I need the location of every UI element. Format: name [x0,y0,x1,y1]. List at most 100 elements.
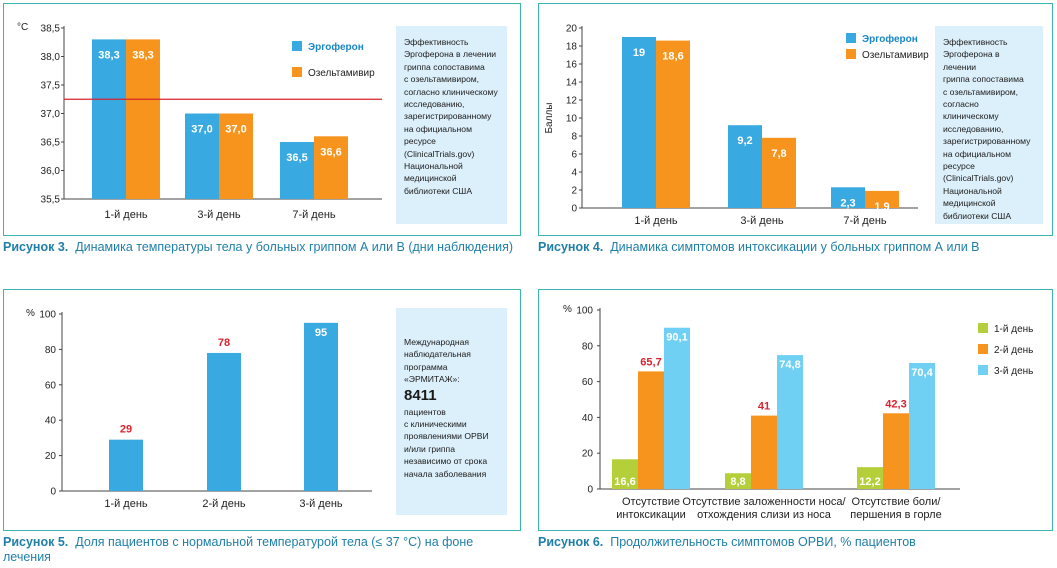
fig6-legend-swatch [978,323,988,333]
fig3-bar [314,136,348,199]
fig4-y-tick-label: 12 [566,96,578,107]
fig4-y-tick-label: 20 [566,24,578,35]
fig3-note-line: (ClinicalTrials.gov) [404,148,475,159]
fig5-category-label: 1-й день [104,498,148,510]
fig4-y-tick-label: 14 [566,78,578,89]
fig4-legend-swatch [846,49,856,59]
fig6-y-tick-label: 100 [576,306,593,317]
fig3-note-line: Национальной [404,161,463,172]
fig5-caption: Рисунок 5. Доля пациентов с нормальной т… [3,535,523,565]
fig3-y-tick-label: 38,5 [41,24,61,35]
fig5-category-label: 2-й день [202,498,246,510]
fig5-note-line: наблюдательная [404,349,471,360]
fig5-bar [109,439,143,491]
fig6-y-tick-label: 60 [582,377,594,388]
fig3-legend-label: Озельтамивир [308,68,375,79]
fig5-y-tick-label: 100 [39,310,56,321]
fig3-caption: Рисунок 3. Динамика температуры тела у б… [3,240,523,255]
fig3-note-line: ресурсе [404,136,436,147]
fig5-bar [304,322,338,491]
fig3-y-tick-label: 35,5 [41,195,61,206]
fig3-y-tick-label: 36,0 [41,166,61,177]
fig5-caption-text: Доля пациентов с нормальной температурой… [3,535,474,564]
fig5-note-line: начала заболевания [404,468,487,479]
fig4-note-line: библиотеки США [943,210,1012,221]
fig5-note-line: независимо от срока [404,456,488,467]
fig3-y-tick-label: 37,5 [41,81,61,92]
fig6-bar [883,413,909,489]
fig5-y-tick-label: 60 [45,380,57,391]
fig4-note-line: (ClinicalTrials.gov) [943,173,1014,184]
fig3-bar [126,39,160,200]
fig4-note-line: Эргоферона в лечении [943,49,1000,72]
fig6-data-label: 74,8 [779,359,800,371]
fig6-category-label: Отсутствие боли/ [852,496,942,508]
fig4-note-line: на официальном [943,148,1011,159]
fig6-y-axis-label: % [563,304,572,315]
fig3-note-line: зарегистрированному [404,111,492,122]
fig3-legend-swatch [292,41,302,51]
fig5-y-tick-label: 0 [50,487,56,498]
fig3-data-label: 36,6 [320,146,341,158]
fig3-category-label: 3-й день [197,209,241,221]
fig3-data-label: 36,5 [286,152,307,164]
fig6-bar [612,459,638,489]
fig4-caption-number: Рисунок 4. [538,240,604,254]
fig4-legend-swatch [846,33,856,43]
fig4-note-line: ресурсе [943,161,975,172]
fig3-bar [219,113,253,199]
fig4-data-label: 2,3 [840,197,855,209]
fig5-data-label: 78 [218,337,230,349]
fig5-category-label: 3-й день [299,498,343,510]
fig4-category-label: 7-й день [843,215,887,227]
fig4-data-label: 19 [633,47,645,59]
fig6-data-label: 70,4 [911,367,933,379]
fig4-y-tick-label: 10 [566,114,578,125]
fig6-bar [857,467,883,489]
fig6-data-label: 12,2 [859,476,880,488]
fig3-note-line: Эргоферона в лечении [404,49,497,60]
fig6-y-tick-label: 40 [582,413,594,424]
fig3-legend-swatch [292,67,302,77]
fig6-bar [777,355,803,489]
fig4-note-line: с озельтамивиром, [943,86,1019,97]
fig3-data-label: 37,0 [191,124,212,136]
fig4-bar [728,125,762,208]
fig4-note-text: Эффективность Эргоферона в лечении гриппа … [943,36,1035,222]
fig6-category-label: першения в горле [850,509,941,521]
fig5-note-line: Международная [404,337,470,347]
fig4-note-line: медицинской [943,198,996,209]
fig3-y-tick-label: 37,0 [41,109,61,120]
fig5-y-axis-label: % [26,308,35,319]
fig4-y-axis-label: Баллы [544,103,555,134]
fig4-note-line: исследованию, [943,123,1004,134]
fig6-data-label: 65,7 [640,356,661,368]
fig3-note-line: согласно клиническому [404,86,498,97]
fig3-note-line: гриппа сопоставима [404,61,485,72]
fig4-y-tick-label: 16 [566,60,578,71]
fig5-caption-number: Рисунок 5. [3,535,69,549]
fig3-note-line: на официальном [404,123,472,134]
fig3-category-label: 1-й день [104,209,148,221]
fig4-note-line: Эффективность [943,37,1008,47]
fig3-bar [185,113,219,199]
fig6-legend-label: 1-й день [994,324,1033,335]
fig3-bar [92,39,126,200]
fig5-y-tick-label: 40 [45,416,57,427]
fig4-legend-label: Озельтамивир [862,50,929,61]
fig3-data-label: 37,0 [225,124,246,136]
fig4-bar [831,187,865,208]
fig4-legend-label: Эргоферон [862,33,918,45]
fig6-caption: Рисунок 6. Продолжительность симптомов О… [538,535,1053,550]
fig3-category-label: 7-й день [292,209,336,221]
fig3-note-line: исследованию, [404,99,465,110]
fig5-note-bottom: пациентов с клиническими проявлениями ОРВИ… [404,406,499,480]
fig4-note-line: гриппа сопоставима [943,74,1024,85]
fig5-note-count: 8411 [404,386,437,404]
fig6-bar [725,473,751,489]
fig4-bar [622,37,656,208]
fig6-y-tick-label: 0 [587,485,593,496]
fig5-note: Международная наблюдательная программа «ЭР… [396,308,507,515]
fig6-category-label: интоксикации [616,509,686,521]
fig3-caption-number: Рисунок 3. [3,240,69,254]
